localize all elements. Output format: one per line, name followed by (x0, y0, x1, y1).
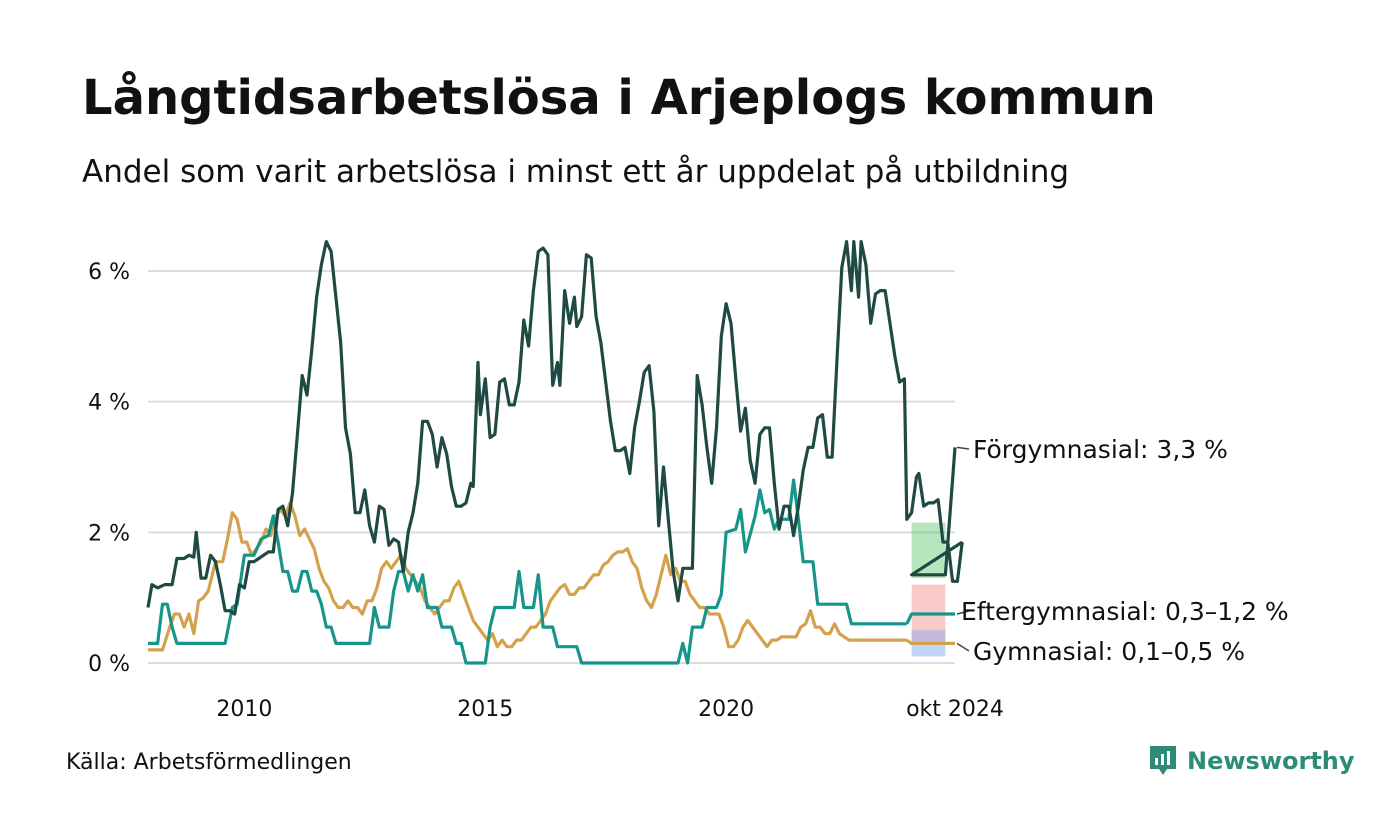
series-line-gymnasial (148, 501, 907, 652)
y-tick-label: 0 % (88, 652, 130, 677)
series-projection-eftergymnasial (905, 612, 955, 625)
newsworthy-icon (1150, 746, 1176, 775)
y-tick-label: 2 % (88, 521, 130, 546)
source-label: Källa: Arbetsförmedlingen (66, 750, 352, 775)
y-tick-label: 6 % (88, 260, 130, 285)
label-connector (956, 642, 970, 652)
brand-name: Newsworthy (1187, 747, 1355, 775)
brand-logo: Newsworthy (1147, 744, 1355, 778)
series-label: Eftergymnasial: 0,3–1,2 % (961, 597, 1289, 626)
uncertainty-band (911, 522, 946, 579)
y-tick-label: 4 % (88, 391, 130, 416)
label-connector (956, 610, 970, 615)
series-projection-gymnasial (905, 638, 955, 645)
label-connector (956, 446, 970, 450)
chart-subtitle: Andel som varit arbetslösa i minst ett å… (82, 154, 1070, 190)
series-label: Gymnasial: 0,1–0,5 % (973, 637, 1245, 666)
x-tick-label: okt 2024 (906, 697, 1004, 722)
chart-title: Långtidsarbetslösa i Arjeplogs kommun (82, 70, 1156, 126)
x-tick-label: 2015 (457, 697, 513, 722)
series-label: Förgymnasial: 3,3 % (973, 435, 1228, 464)
series-line-förgymnasial (146, 240, 964, 616)
x-tick-label: 2020 (698, 697, 754, 722)
series-projection-förgymnasial (910, 447, 964, 577)
series-line-eftergymnasial (148, 478, 907, 665)
x-tick-label: 2010 (216, 697, 272, 722)
